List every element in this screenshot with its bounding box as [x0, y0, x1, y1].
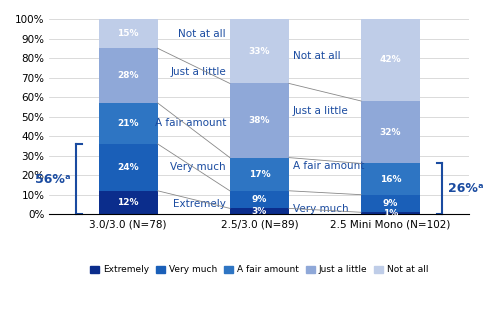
Bar [361, 212, 420, 214]
Legend: Extremely, Very much, A fair amount, Just a little, Not at all: Extremely, Very much, A fair amount, Jus… [86, 262, 432, 278]
Text: Just a little: Just a little [293, 106, 348, 116]
Bar [230, 19, 289, 84]
Bar [98, 19, 158, 48]
Bar [98, 103, 158, 144]
Text: 21%: 21% [118, 119, 139, 128]
Bar [361, 195, 420, 212]
Text: 32%: 32% [380, 128, 402, 137]
Text: 42%: 42% [380, 56, 402, 65]
Bar [361, 164, 420, 195]
Text: 26%ᵃ: 26%ᵃ [448, 182, 484, 195]
Text: 56%ᵃ: 56%ᵃ [36, 172, 71, 185]
Bar [361, 101, 420, 164]
Text: 17%: 17% [248, 170, 270, 179]
Text: Very much: Very much [293, 204, 348, 214]
Text: 38%: 38% [248, 116, 270, 125]
Text: Very much: Very much [170, 163, 226, 172]
Text: 33%: 33% [248, 47, 270, 56]
Text: 9%: 9% [383, 199, 398, 208]
Text: 3%: 3% [252, 207, 267, 216]
Text: 24%: 24% [118, 163, 139, 172]
Text: 12%: 12% [118, 198, 139, 207]
Bar [230, 191, 289, 208]
Bar [98, 191, 158, 214]
Bar [98, 48, 158, 103]
Text: Not at all: Not at all [178, 29, 226, 39]
Text: 16%: 16% [380, 174, 402, 183]
Text: 15%: 15% [118, 29, 139, 38]
Text: Not at all: Not at all [293, 51, 341, 61]
Bar [230, 208, 289, 214]
Bar [230, 84, 289, 158]
Bar [230, 158, 289, 191]
Text: 9%: 9% [252, 195, 267, 204]
Text: Extremely: Extremely [173, 199, 226, 209]
Text: 1%: 1% [383, 209, 398, 218]
Text: A fair amount: A fair amount [293, 162, 364, 171]
Bar [361, 19, 420, 101]
Text: Just a little: Just a little [170, 67, 226, 77]
Text: A fair amount: A fair amount [154, 119, 226, 129]
Bar [98, 144, 158, 191]
Text: 28%: 28% [118, 71, 139, 80]
